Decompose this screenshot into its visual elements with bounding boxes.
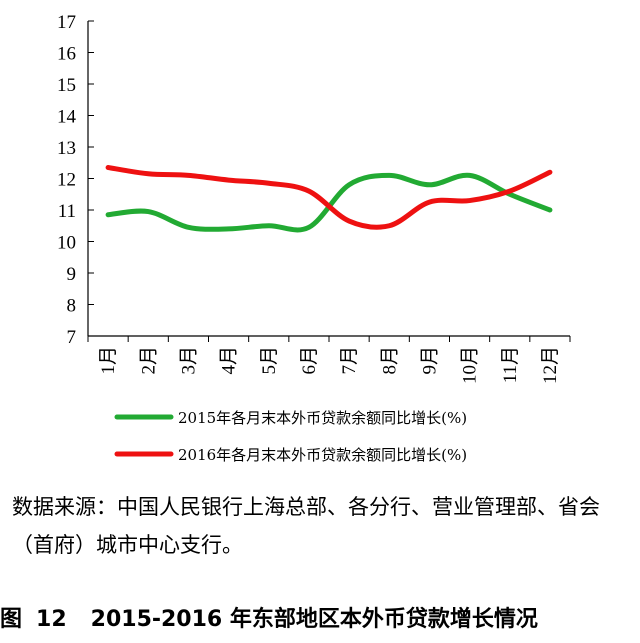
x-tick-label: 5月 [259, 346, 280, 375]
series-line-2 [105, 164, 553, 230]
series-line-1 [105, 172, 553, 233]
legend-label-1: 2015年各月末本外币贷款余额同比增长(%) [178, 409, 467, 427]
x-tick-label: 7月 [339, 346, 360, 375]
data-source-note: 数据来源：中国人民银行上海总部、各分行、营业管理部、省会（首府）城市中心支行。 [12, 495, 600, 557]
chart-legend: 2015年各月末本外币贷款余额同比增长(%) 2016年各月末本外币贷款余额同比增… [114, 409, 467, 464]
x-tick-label: 6月 [299, 346, 320, 375]
x-tick-label: 9月 [419, 346, 440, 375]
y-tick-label: 17 [57, 12, 76, 33]
figure-title: 2015-2016 年东部地区本外币贷款增长情况 [90, 607, 538, 632]
y-tick-label: 16 [57, 44, 76, 65]
y-tick-label: 11 [58, 201, 76, 222]
x-tick-label: 10月 [460, 346, 481, 384]
y-tick-label: 14 [57, 107, 77, 128]
y-tick-label: 10 [57, 233, 76, 254]
y-tick-label: 12 [57, 170, 76, 191]
figure-caption: 图 12 2015-2016 年东部地区本外币贷款增长情况 [0, 601, 640, 633]
legend-label-2: 2016年各月末本外币贷款余额同比增长(%) [178, 446, 467, 464]
figure-label: 图 [0, 607, 23, 632]
chart-axes: 7 8 9 10 11 12 13 14 15 16 17 1月 2月 3月 4月 5月 6月 7月 8月 9月 10月… [57, 12, 571, 384]
chart-series [105, 164, 553, 233]
x-tick-label: 4月 [219, 346, 240, 375]
x-tick-label: 8月 [379, 346, 400, 375]
line-chart: 7 8 9 10 11 12 13 14 15 16 17 1月 2月 3月 4月 5月 6月 7月 8月 9月 10月… [57, 12, 571, 464]
y-tick-label: 8 [67, 296, 77, 317]
figure-number: 12 [36, 607, 67, 632]
x-tick-label: 12月 [540, 346, 561, 384]
x-tick-label: 2月 [138, 346, 159, 375]
x-tick-label: 3月 [178, 346, 199, 375]
x-tick-label: 11月 [500, 346, 521, 383]
y-tick-label: 7 [67, 327, 77, 348]
x-tick-label: 1月 [98, 346, 119, 375]
y-tick-label: 15 [57, 75, 76, 96]
y-tick-label: 13 [57, 138, 76, 159]
y-tick-label: 9 [67, 264, 77, 285]
